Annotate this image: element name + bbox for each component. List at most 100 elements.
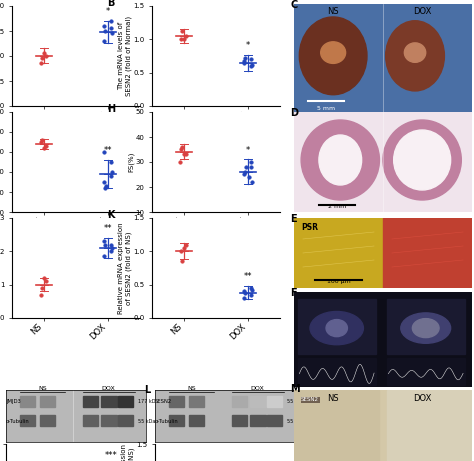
Text: D: D (291, 108, 299, 118)
Text: DOX: DOX (413, 7, 431, 16)
Point (102, 182, 110, 189)
Point (100, 237, 108, 245)
Point (178, 146, 185, 153)
Text: 55 kDa: 55 kDa (287, 419, 304, 424)
Y-axis label: The protein expression
of SESN2 (fold of NS): The protein expression of SESN2 (fold of… (121, 444, 135, 461)
Ellipse shape (386, 21, 445, 91)
Bar (298, 299, 376, 354)
Point (178, 143, 186, 151)
Point (108, 244, 115, 252)
Text: 100 μm: 100 μm (327, 279, 350, 284)
Point (101, 27, 109, 35)
Text: **: ** (104, 224, 112, 233)
Point (248, 61, 255, 68)
Point (38, 55, 46, 62)
Point (178, 28, 186, 35)
Bar (387, 359, 465, 385)
Point (245, 173, 253, 181)
Point (100, 253, 108, 260)
Ellipse shape (394, 130, 451, 190)
Point (37, 291, 45, 298)
Point (100, 22, 108, 30)
Text: α-Tubulin: α-Tubulin (6, 419, 30, 424)
Point (38, 284, 46, 292)
Point (240, 59, 248, 66)
Y-axis label: The mRNA levels of
SESN2 (fold of Normal): The mRNA levels of SESN2 (fold of Normal… (118, 16, 132, 96)
Text: *: * (246, 146, 250, 154)
Bar (232, 415, 247, 426)
Point (241, 171, 248, 178)
Point (247, 62, 255, 70)
Point (178, 258, 186, 265)
Bar (189, 396, 204, 407)
Bar (294, 390, 380, 461)
Ellipse shape (300, 17, 367, 95)
Point (108, 25, 115, 32)
Text: ***: *** (105, 451, 118, 460)
Point (241, 289, 249, 296)
Bar (169, 415, 184, 426)
Point (248, 286, 255, 294)
Text: E: E (291, 214, 297, 224)
Y-axis label: FS(%): FS(%) (128, 152, 134, 172)
Text: 5 mm: 5 mm (317, 106, 335, 111)
Text: PSR: PSR (301, 223, 318, 232)
Bar (40, 415, 55, 426)
Point (101, 241, 109, 248)
Text: H: H (107, 104, 115, 114)
Point (248, 178, 255, 186)
Text: **: ** (104, 146, 112, 155)
Text: SESN2: SESN2 (155, 399, 172, 404)
Ellipse shape (326, 319, 347, 337)
Point (181, 151, 188, 158)
Bar (101, 396, 117, 407)
Point (247, 284, 255, 292)
Text: F: F (291, 288, 297, 298)
Point (40, 50, 48, 57)
Bar (20, 415, 36, 426)
Bar (83, 396, 99, 407)
Point (37, 60, 45, 67)
Bar (387, 299, 465, 354)
Bar (250, 415, 265, 426)
Point (108, 168, 115, 176)
Ellipse shape (404, 43, 426, 62)
Bar (267, 396, 283, 407)
Bar (298, 359, 376, 385)
Point (181, 244, 188, 252)
Point (182, 32, 190, 40)
Text: B: B (107, 0, 115, 8)
Text: 2 mm: 2 mm (328, 204, 346, 209)
Text: NS: NS (38, 385, 47, 390)
Point (107, 248, 115, 255)
Ellipse shape (319, 135, 362, 185)
Bar (387, 390, 472, 461)
Text: DOX: DOX (413, 394, 431, 403)
Point (100, 37, 108, 45)
Point (243, 163, 250, 171)
Point (42, 142, 50, 150)
Point (247, 158, 255, 165)
Point (37, 138, 45, 146)
Bar (118, 415, 133, 426)
Ellipse shape (310, 312, 364, 345)
Point (182, 151, 190, 158)
Text: 55 kDa: 55 kDa (137, 419, 155, 424)
Text: NS: NS (187, 385, 196, 390)
Bar (118, 396, 133, 407)
Bar (20, 396, 36, 407)
Point (181, 35, 188, 43)
Point (178, 35, 185, 43)
Text: M: M (291, 384, 300, 394)
Point (108, 158, 115, 165)
Point (176, 158, 184, 165)
Text: *: * (246, 41, 250, 50)
Bar (189, 415, 204, 426)
Ellipse shape (401, 313, 451, 343)
Bar (232, 396, 247, 407)
Text: K: K (107, 210, 115, 220)
Bar (83, 415, 99, 426)
Point (247, 291, 255, 298)
Text: α-Tubulin: α-Tubulin (155, 419, 179, 424)
Point (247, 56, 255, 63)
